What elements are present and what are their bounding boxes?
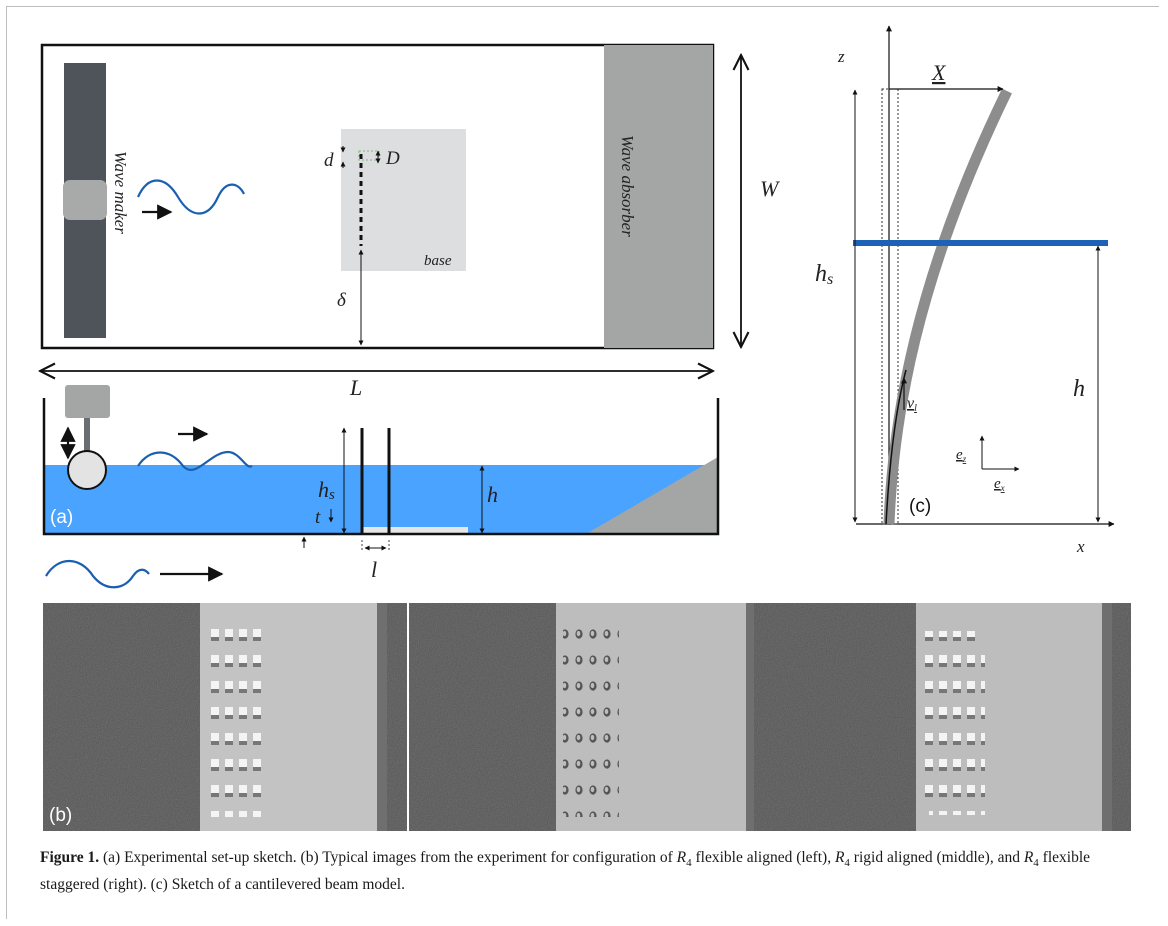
l-label: l <box>371 557 377 582</box>
photo-middle <box>409 603 771 831</box>
experiment-photos: (b) <box>43 603 1131 831</box>
wave-absorber-block <box>604 45 713 348</box>
h-label-c: h <box>1073 376 1085 402</box>
ex-label: ex <box>994 476 1005 493</box>
square-array-staggered-b <box>929 643 985 815</box>
photo-right <box>771 603 1131 831</box>
wave-maker-piston <box>67 450 107 490</box>
wave-icon-legend <box>45 560 150 589</box>
tank-outline-side <box>42 398 720 536</box>
z-label: z <box>837 47 845 66</box>
photo-left <box>43 603 407 831</box>
hs-label: hs <box>318 477 335 503</box>
caption-r-1-sub: 4 <box>686 857 692 870</box>
caption-r-2: R <box>834 849 845 866</box>
water <box>44 465 718 534</box>
D-label: D <box>385 148 400 169</box>
wave-maker-paddle <box>63 180 107 220</box>
wave-maker-motor <box>65 385 110 418</box>
W-label: W <box>760 176 780 201</box>
rigid-array-aligned <box>563 627 619 817</box>
figure-label: Figure 1. <box>40 849 100 866</box>
caption-part-2: flexible aligned (left), <box>695 849 832 866</box>
base-label: base <box>424 253 452 269</box>
caption-r-1: R <box>676 849 687 866</box>
square-array-aligned <box>205 627 261 817</box>
caption-part-4: flexible staggered (right). (c) Sketch o… <box>40 849 1091 894</box>
figure-caption: Figure 1. (a) Experimental set-up sketch… <box>40 847 1140 896</box>
ez-label: ez <box>956 447 967 464</box>
panel-b-tag: (b) <box>49 805 72 826</box>
caption-part-1: (a) Experimental set-up sketch. (b) Typi… <box>103 849 673 866</box>
x-label: x <box>1076 537 1085 556</box>
deformed-beam <box>883 88 1012 525</box>
L-label: L <box>349 375 362 400</box>
panel-a-tag: (a) <box>50 507 73 528</box>
delta-label: δ <box>337 290 347 311</box>
h-label: h <box>487 482 498 507</box>
caption-r-3-sub: 4 <box>1033 857 1039 870</box>
caption-part-3: rigid aligned (middle), and <box>853 849 1020 866</box>
setup-sketch: Wave maker Wave absorber base d D δ W L <box>0 25 1115 589</box>
wave-absorber-label: Wave absorber <box>618 135 637 237</box>
caption-r-2-sub: 4 <box>844 857 850 870</box>
t-label: t <box>315 507 321 528</box>
wave-maker-label: Wave maker <box>111 151 130 234</box>
beam-sketch: z x vl X hs h ez ex (c) <box>815 25 1115 556</box>
side-view: hs h t l (a) <box>42 385 720 589</box>
hs-label-c: hs <box>815 261 833 288</box>
v-label: vl <box>907 395 917 414</box>
caption-r-3: R <box>1023 849 1034 866</box>
figure-frame <box>6 6 1159 919</box>
top-view: Wave maker Wave absorber base d D δ W L <box>40 43 780 400</box>
beach-absorber <box>586 457 718 534</box>
wave-icon-top <box>136 179 245 215</box>
base-side <box>362 527 468 534</box>
panel-c-tag: (c) <box>909 496 931 517</box>
d-label: d <box>324 150 334 171</box>
wave-icon-side <box>137 450 253 471</box>
X-label: X <box>931 60 947 85</box>
